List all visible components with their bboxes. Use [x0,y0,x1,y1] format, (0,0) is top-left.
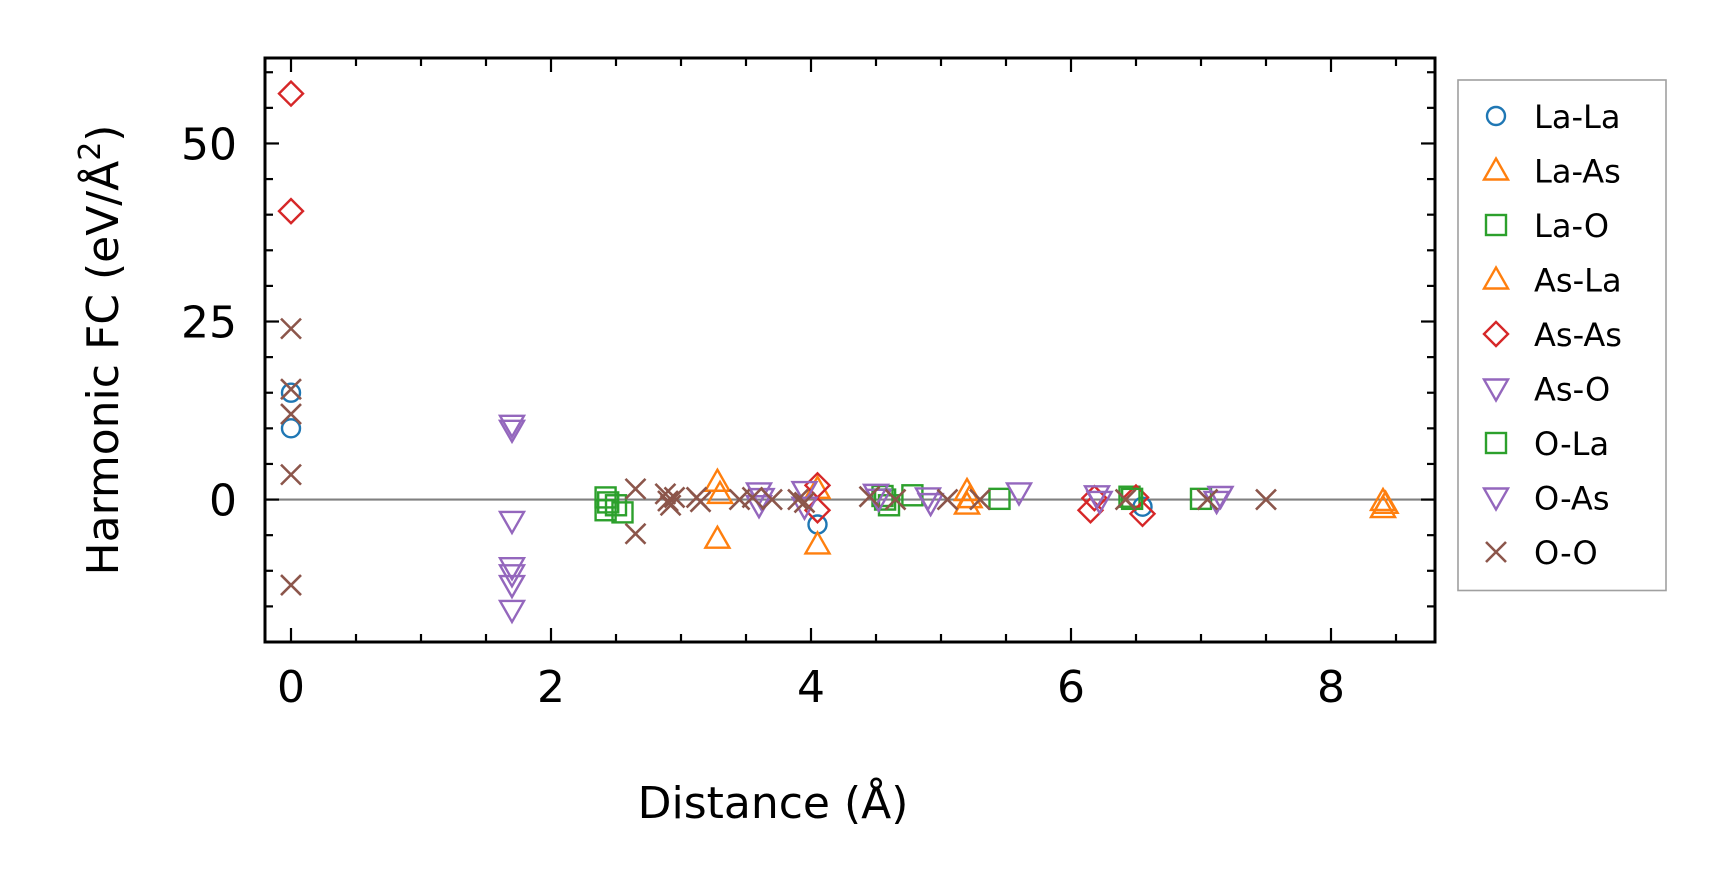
point-o-o-12 [689,490,712,513]
y-axis-label-close: ) [78,125,129,142]
point-o-o-10 [663,486,686,509]
point-o-o-24 [1255,488,1277,511]
point-la-o-7 [988,487,1011,511]
point-as-o-1 [497,419,527,445]
legend-label-o-as: O-As [1534,480,1609,518]
legend-marker-la-as [1481,156,1511,181]
point-la-o-8 [1118,485,1141,508]
legend-label-o-la: O-La [1534,425,1609,463]
legend-marker-o-as [1481,487,1511,512]
legend-marker-la-la [1485,105,1507,127]
point-o-la-2 [1120,487,1144,511]
legend-label-la-as: La-As [1534,153,1621,191]
point-la-as-2 [803,530,832,555]
y-axis-label-text: Harmonic FC (eV/Å2) [73,125,129,576]
y-axis-label-sup: 2 [73,142,108,161]
point-o-o-3 [280,463,302,486]
y-tick-label: 50 [181,119,237,170]
point-o-o-16 [787,488,809,511]
point-o-o-1 [280,378,302,401]
legend-label-as-as: As-As [1534,316,1622,354]
x-tick-label: 6 [1057,662,1085,713]
point-o-o-18 [858,485,881,508]
legend-marker-as-la [1481,265,1511,290]
point-la-la-1 [280,418,302,439]
point-as-o-2 [497,510,527,536]
legend-label-la-la: La-La [1534,98,1620,136]
point-o-o-4 [280,574,302,596]
x-tick-label: 8 [1317,662,1345,713]
point-as-la-0 [705,479,735,505]
legend-marker-o-o [1485,541,1507,563]
legend-marker-as-as [1482,320,1510,348]
point-as-o-5 [497,574,527,600]
point-o-o-6 [624,522,647,545]
point-o-o-22 [1114,488,1137,511]
point-o-o-15 [761,488,783,511]
point-as-as-5 [1080,484,1109,512]
point-la-o-9 [1189,487,1213,511]
y-axis-label: Harmonic FC (eV/Å2) [73,125,129,576]
point-la-as-1 [703,524,732,549]
point-o-o-19 [884,488,907,511]
point-o-o-2 [280,403,302,426]
x-tick-label: 0 [277,662,305,713]
legend-marker-o-la [1484,431,1508,455]
point-la-as-4 [952,476,982,502]
x-tick-label: 2 [537,662,565,713]
point-o-o-20 [936,488,959,511]
point-o-o-5 [624,477,647,500]
point-o-o-17 [793,491,816,514]
legend-marker-la-o [1484,213,1508,237]
legend-label-as-la: As-La [1534,262,1622,300]
point-as-as-0 [277,79,305,108]
x-tick-label: 4 [797,662,825,713]
point-o-la-0 [597,491,620,514]
y-axis-label-base: Harmonic FC (eV/Å [76,161,129,576]
point-o-o-0 [280,317,302,340]
y-tick-label: 25 [181,298,237,349]
point-as-o-9 [790,480,819,506]
point-as-as-1 [277,197,305,225]
point-o-as-3 [1085,490,1114,516]
point-la-la-0 [280,382,302,403]
plot-layer: 0 2 4 6 8 0 25 50 [181,56,1437,713]
plot-frame [263,56,1437,644]
point-la-o-2 [604,494,628,517]
point-as-o-13 [1004,482,1034,507]
x-axis-label: Distance (Å) [638,776,909,829]
point-o-o-21 [969,488,991,511]
point-as-la-2 [1371,489,1400,515]
point-o-as-2 [913,487,943,512]
point-o-o-23 [1196,488,1219,511]
legend-label-o-o: O-O [1534,534,1598,572]
point-la-as-0 [703,467,732,492]
point-as-o-6 [497,599,527,625]
point-o-o-14 [741,486,764,509]
legend-marker-as-o [1481,378,1511,403]
point-as-o-3 [497,557,527,582]
legend: La-La La-As La-O As-La As-As As-O O-La O-As O-O [1457,79,1667,592]
point-as-o-0 [497,414,527,440]
legend-label-la-o: La-O [1534,207,1609,245]
y-tick-label: 0 [209,476,237,527]
legend-label-as-o: As-O [1534,371,1610,409]
